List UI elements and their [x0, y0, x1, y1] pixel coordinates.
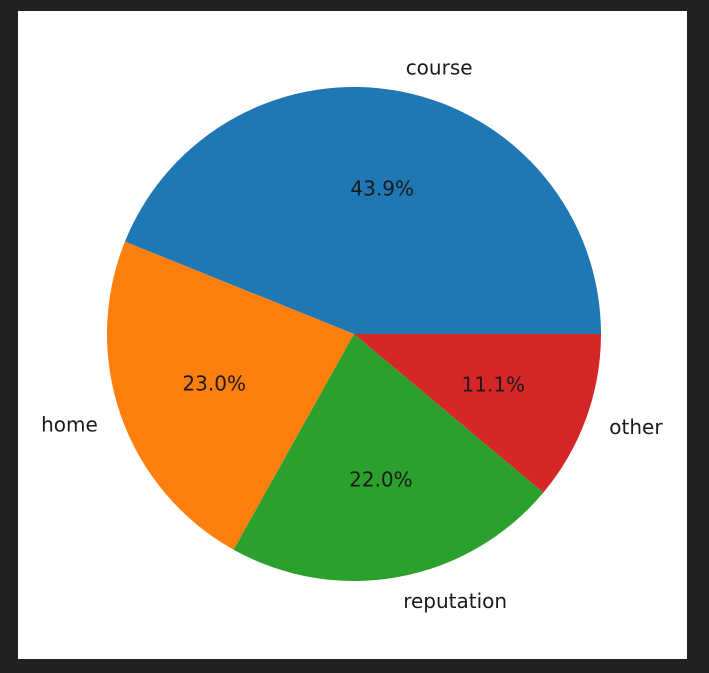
- pie-category-label-reputation: reputation: [403, 589, 507, 613]
- pie-slices: [106, 86, 602, 582]
- pie-slice-home: [106, 241, 354, 550]
- pie-category-label-course: course: [406, 55, 473, 79]
- pie-category-label-home: home: [41, 412, 98, 436]
- pie-percent-label-home: 23.0%: [182, 371, 246, 395]
- pie-category-labels: course home reputation other: [41, 55, 663, 613]
- pie-slice-other: [354, 334, 601, 493]
- pie-percent-label-reputation: 22.0%: [349, 468, 413, 492]
- pie-percent-labels: 43.9% 23.0% 22.0% 11.1%: [182, 177, 525, 492]
- pie-slice-course: [124, 86, 602, 335]
- pie-category-label-other: other: [609, 415, 663, 439]
- figure-panel: 43.9% 23.0% 22.0% 11.1% course home reputatio…: [18, 11, 687, 659]
- pie-percent-label-other: 11.1%: [462, 373, 526, 397]
- pie-chart: 43.9% 23.0% 22.0% 11.1% course home reputatio…: [41, 55, 663, 613]
- pie-slice-reputation: [233, 334, 544, 582]
- pie-percent-label-course: 43.9%: [350, 177, 414, 201]
